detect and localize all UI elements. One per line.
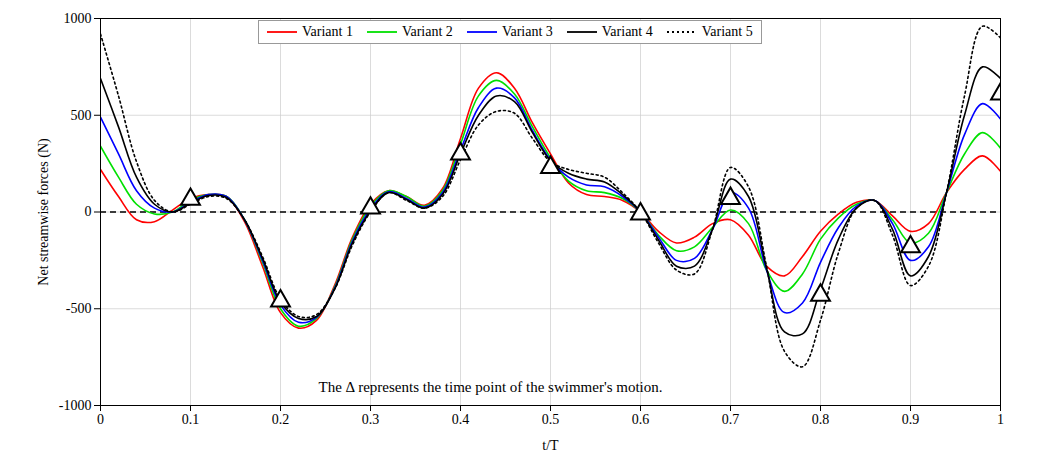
html-text:Variant 4: Variant 4 — [601, 24, 653, 39]
svg-text:0.8: 0.8 — [812, 412, 830, 427]
svg-text:1: 1 — [997, 412, 1004, 427]
html-text:Variant 1: Variant 1 — [302, 24, 353, 39]
svg-text:0: 0 — [97, 412, 104, 427]
svg-text:t/T: t/T — [542, 438, 559, 453]
svg-text:0.4: 0.4 — [452, 412, 470, 427]
html-text:Variant 5: Variant 5 — [701, 24, 753, 39]
svg-text:-500: -500 — [66, 301, 92, 316]
svg-text:0: 0 — [85, 204, 92, 219]
html-text:Variant 2: Variant 2 — [401, 24, 453, 39]
svg-text:0.2: 0.2 — [272, 412, 290, 427]
svg-text:0.7: 0.7 — [722, 412, 740, 427]
svg-text:0.6: 0.6 — [632, 412, 650, 427]
svg-text:0.5: 0.5 — [542, 412, 560, 427]
html-text:Variant 3: Variant 3 — [501, 24, 553, 39]
svg-text:1000: 1000 — [64, 11, 92, 26]
svg-text:The Δ represents the time poin: The Δ represents the time point of the s… — [319, 379, 663, 395]
svg-text:0.9: 0.9 — [902, 412, 920, 427]
svg-text:500: 500 — [71, 108, 92, 123]
svg-text:-1000: -1000 — [59, 398, 92, 413]
svg-text:0.3: 0.3 — [362, 412, 380, 427]
svg-text:0.1: 0.1 — [182, 412, 200, 427]
svg-text:Net streamwise forces (N): Net streamwise forces (N) — [36, 138, 52, 286]
